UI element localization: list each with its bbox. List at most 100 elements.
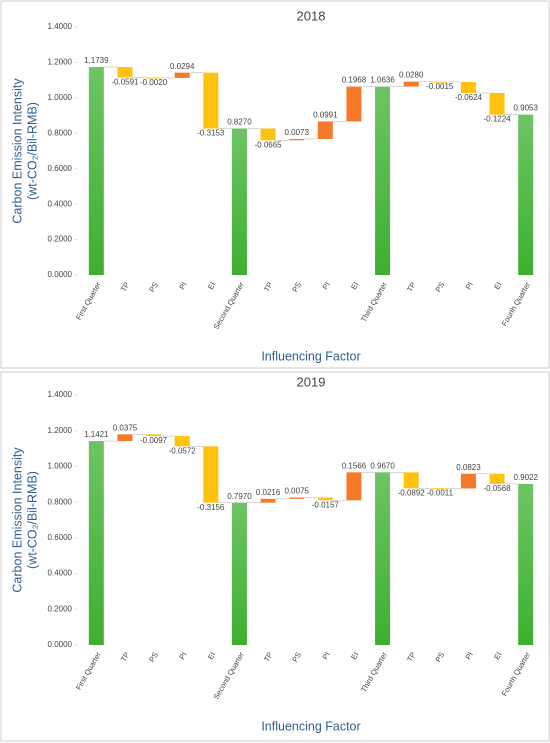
total-bar	[375, 472, 391, 645]
value-label: -0.3156	[197, 503, 225, 512]
value-label: -0.0157	[312, 500, 340, 509]
value-label: 0.0073	[284, 128, 309, 137]
value-label: -0.0624	[455, 93, 483, 102]
value-label: -0.0892	[398, 488, 426, 497]
change-bar	[317, 121, 333, 139]
y-tick-label: 0.2000	[48, 604, 73, 613]
value-label: 0.0216	[256, 488, 281, 497]
value-label: 0.1566	[342, 461, 367, 470]
y-tick-label: 0.6000	[48, 164, 73, 173]
x-tick-label: PS	[290, 650, 303, 663]
change-bar	[260, 498, 276, 503]
change-bar	[289, 497, 305, 499]
value-label: -0.3153	[197, 129, 225, 138]
change-bar	[460, 473, 476, 489]
x-tick-label: EI	[206, 650, 217, 661]
x-tick-label: PI	[177, 280, 188, 291]
value-label: 1.0636	[370, 76, 395, 85]
change-bar	[289, 138, 305, 141]
value-label: 0.0294	[170, 62, 195, 71]
y-axis-label: (wt-CO₂/Bil-RMB)	[25, 471, 39, 569]
value-label: -0.0572	[169, 446, 197, 455]
x-tick-label: EI	[492, 280, 503, 291]
y-tick-label: 1.2000	[48, 58, 73, 67]
y-tick-label: 1.4000	[48, 22, 73, 31]
y-tick-label: 1.0000	[48, 462, 73, 471]
change-bar	[489, 92, 505, 115]
y-tick-label: 0.4000	[48, 569, 73, 578]
y-axis-label: Carbon Emission Intensity	[10, 447, 24, 593]
x-tick-label: PI	[320, 280, 331, 291]
total-bar	[88, 67, 104, 275]
y-axis-label: (wt-CO₂/Bil-RMB)	[25, 102, 39, 200]
change-bar	[317, 497, 333, 501]
value-label: -0.0568	[483, 484, 511, 493]
x-tick-label: TP	[119, 280, 132, 293]
y-tick-label: 0.0000	[48, 270, 73, 279]
value-label: -0.0591	[111, 78, 139, 87]
x-tick-label: EI	[492, 650, 503, 661]
change-bar	[403, 81, 419, 87]
y-tick-label: 0.0000	[48, 640, 73, 649]
x-tick-label: EI	[206, 280, 217, 291]
y-tick-label: 0.6000	[48, 533, 73, 542]
change-bar	[203, 72, 219, 129]
change-bar	[346, 472, 362, 501]
y-tick-label: 0.2000	[48, 235, 73, 244]
value-label: 0.8270	[227, 118, 252, 127]
value-label: -0.0097	[140, 436, 168, 445]
change-bar	[346, 86, 362, 122]
total-bar	[88, 441, 104, 645]
change-bar	[432, 81, 448, 83]
x-tick-label: PS	[433, 650, 446, 663]
y-tick-label: 0.4000	[48, 199, 73, 208]
value-label: -0.0015	[426, 82, 454, 91]
change-bar	[117, 67, 133, 78]
x-tick-label: TP	[405, 650, 418, 663]
value-label: 0.0075	[284, 487, 309, 496]
value-label: -0.0011	[427, 489, 454, 498]
x-tick-label: PI	[464, 280, 475, 291]
value-label: 0.0280	[399, 71, 424, 80]
change-bar	[174, 436, 190, 447]
change-bar	[174, 72, 190, 78]
total-bar	[231, 128, 247, 275]
change-bar	[403, 472, 419, 489]
x-tick-label: PI	[177, 650, 188, 661]
value-label: 0.0991	[313, 111, 338, 120]
total-bar	[518, 114, 534, 275]
change-bar	[203, 446, 219, 503]
x-tick-label: EI	[349, 280, 360, 291]
y-tick-label: 1.4000	[48, 390, 73, 399]
change-bar	[146, 434, 162, 437]
value-label: 1.1421	[84, 430, 109, 439]
x-tick-label: PI	[320, 650, 331, 661]
x-tick-label: TP	[262, 650, 275, 663]
change-bar	[489, 473, 505, 484]
change-bar	[117, 434, 133, 442]
value-label: 0.7970	[227, 492, 252, 501]
total-bar	[231, 502, 247, 645]
x-tick-label: EI	[349, 650, 360, 661]
total-bar	[375, 86, 391, 276]
y-axis-label: Carbon Emission Intensity	[10, 78, 24, 224]
x-axis-label: Influencing Factor	[261, 719, 360, 733]
value-label: -0.0665	[254, 140, 282, 149]
value-label: 0.0375	[113, 423, 138, 432]
value-label: 0.9053	[513, 104, 538, 113]
x-tick-label: TP	[405, 280, 418, 293]
value-label: 0.9670	[370, 461, 395, 470]
value-label: 0.0823	[456, 463, 481, 472]
value-label: -0.1224	[483, 115, 511, 124]
change-bar	[146, 77, 162, 79]
total-bar	[518, 483, 534, 645]
x-axis-label: Influencing Factor	[261, 349, 360, 363]
y-tick-label: 0.8000	[48, 497, 73, 506]
change-bar	[460, 81, 476, 93]
change-bar	[260, 128, 276, 141]
value-label: 1.1739	[84, 56, 109, 65]
y-tick-label: 1.2000	[48, 426, 73, 435]
value-label: 0.9022	[513, 473, 538, 482]
x-tick-label: PI	[464, 650, 475, 661]
